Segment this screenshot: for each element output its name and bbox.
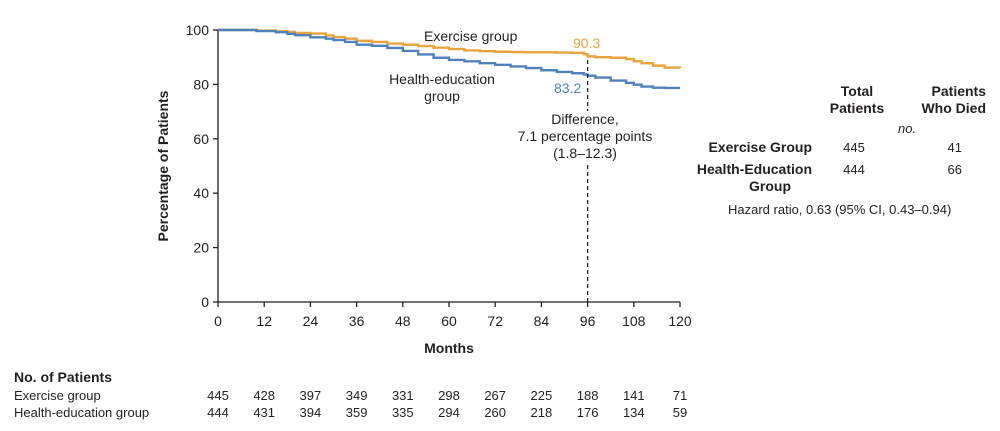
health-label-line2: group — [424, 88, 460, 104]
unit-label: no. — [898, 121, 917, 136]
y-tick-label: 80 — [193, 76, 209, 92]
risk-value: 188 — [576, 388, 599, 403]
x-tick-label: 60 — [441, 313, 457, 329]
y-axis-label: Percentage of Patients — [155, 90, 171, 241]
row-exercise-label: Exercise Group — [708, 139, 813, 155]
health-label-line1: Health-education — [389, 71, 495, 87]
y-tick-label: 100 — [186, 22, 210, 38]
tick-labels: 0 20 40 60 80 100 0 12 24 36 48 60 72 84 96 108 120 — [186, 22, 692, 329]
row-health-label-line1: Health-Education — [696, 161, 812, 177]
x-tick-label: 72 — [487, 313, 503, 329]
risk-value: 134 — [622, 405, 645, 420]
x-tick-label: 96 — [580, 313, 596, 329]
risk-value: 335 — [391, 405, 414, 420]
x-tick-label: 84 — [534, 313, 550, 329]
exercise-value-label: 90.3 — [573, 35, 601, 51]
x-tick-label: 0 — [214, 313, 222, 329]
x-tick-label: 12 — [256, 313, 272, 329]
total-header-line1: Total — [840, 83, 874, 99]
died-header-line1: Patients — [931, 83, 986, 99]
risk-value: 394 — [299, 405, 322, 420]
difference-annotation: Difference, 7.1 percentage points (1.8–1… — [515, 111, 655, 162]
difference-line1: Difference, — [551, 111, 619, 127]
row-health-label-line2: Group — [749, 178, 791, 194]
row-exercise-died: 41 — [947, 140, 962, 155]
risk-value: 225 — [530, 388, 553, 403]
series-layer — [218, 28, 682, 302]
x-tick-label: 36 — [349, 313, 365, 329]
risk-table-title: No. of Patients — [14, 369, 113, 385]
died-header-line2: Who Died — [921, 100, 986, 116]
total-patients-header: Total Patients — [826, 83, 888, 117]
y-tick-label: 0 — [201, 294, 209, 310]
risk-value: 331 — [391, 388, 414, 403]
y-tick-label: 60 — [193, 131, 209, 147]
total-header-line2: Patients — [829, 100, 885, 116]
x-axis-label: Months — [424, 340, 474, 356]
risk-value: 298 — [438, 388, 460, 403]
difference-line2: 7.1 percentage points — [517, 128, 653, 144]
difference-line3: (1.8–12.3) — [553, 145, 617, 161]
row-health-total: 444 — [843, 162, 865, 177]
risk-value: 359 — [345, 405, 368, 420]
risk-row-exercise-label: Exercise group — [14, 388, 101, 403]
risk-value: 397 — [299, 388, 322, 403]
health-survival-curve — [218, 28, 680, 90]
risk-value: 428 — [253, 388, 276, 403]
row-exercise-total: 445 — [843, 140, 865, 155]
risk-value: 218 — [530, 405, 553, 420]
risk-value: 349 — [345, 388, 368, 403]
risk-value: 294 — [438, 405, 460, 420]
risk-value: 431 — [253, 405, 276, 420]
row-health-label: Health-Education Group — [688, 161, 812, 195]
x-tick-label: 48 — [395, 313, 411, 329]
y-tick-label: 20 — [193, 240, 209, 256]
health-education-group-label: Health-education group — [380, 71, 504, 105]
risk-value: 59 — [672, 405, 688, 420]
row-health-died: 66 — [947, 162, 962, 177]
health-value-label: 83.2 — [554, 80, 582, 96]
risk-value: 71 — [672, 388, 688, 403]
risk-value: 444 — [207, 405, 229, 420]
patients-died-header: Patients Who Died — [906, 83, 986, 117]
risk-value: 267 — [484, 388, 507, 403]
x-tick-label: 24 — [303, 313, 319, 329]
x-tick-label: 120 — [668, 313, 692, 329]
risk-value: 176 — [576, 405, 599, 420]
exercise-group-label: Exercise group — [424, 28, 518, 44]
risk-row-health-label: Health-education group — [14, 405, 150, 420]
risk-value: 260 — [484, 405, 507, 420]
exercise-survival-curve — [218, 28, 682, 69]
hazard-ratio: Hazard ratio, 0.63 (95% CI, 0.43–0.94) — [728, 202, 952, 217]
risk-value: 141 — [622, 388, 645, 403]
y-tick-label: 40 — [193, 185, 209, 201]
risk-value: 445 — [207, 388, 229, 403]
axes — [213, 29, 681, 307]
x-tick-label: 108 — [622, 313, 646, 329]
